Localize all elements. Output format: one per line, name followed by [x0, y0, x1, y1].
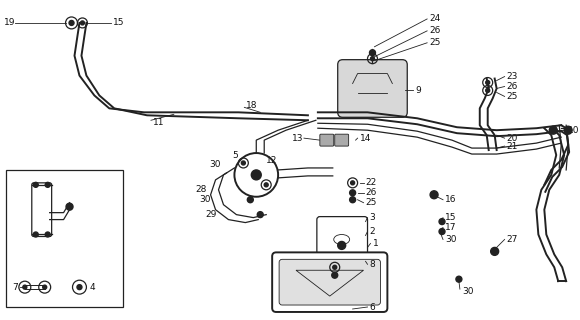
Circle shape: [33, 232, 38, 237]
Text: 21: 21: [506, 141, 518, 151]
Text: 22: 22: [365, 178, 377, 187]
Text: 30: 30: [462, 287, 473, 296]
Text: 2: 2: [369, 227, 375, 236]
Text: 5: 5: [233, 150, 238, 160]
Text: 9: 9: [415, 86, 421, 95]
Circle shape: [338, 242, 346, 249]
Text: 30: 30: [209, 160, 220, 170]
Text: 4: 4: [89, 283, 95, 292]
Text: 26: 26: [429, 26, 440, 36]
Circle shape: [23, 285, 27, 289]
Text: 8: 8: [369, 260, 375, 269]
Text: 30: 30: [445, 235, 456, 244]
Text: 12: 12: [266, 156, 278, 164]
Text: 15: 15: [445, 213, 456, 222]
Text: 13: 13: [292, 134, 303, 143]
Circle shape: [564, 126, 572, 134]
Circle shape: [491, 247, 499, 255]
Text: 7: 7: [12, 283, 18, 292]
FancyBboxPatch shape: [335, 134, 349, 146]
Circle shape: [81, 21, 85, 25]
Circle shape: [66, 203, 73, 210]
Text: 11: 11: [153, 118, 165, 127]
Text: 30: 30: [308, 257, 320, 266]
Text: 14: 14: [360, 134, 371, 143]
Circle shape: [43, 285, 46, 289]
Circle shape: [251, 170, 261, 180]
Text: 24: 24: [429, 14, 440, 23]
Text: 20: 20: [506, 134, 518, 143]
Circle shape: [333, 265, 337, 269]
Circle shape: [369, 50, 375, 56]
FancyBboxPatch shape: [317, 217, 368, 264]
Circle shape: [350, 190, 356, 196]
Text: 18: 18: [246, 101, 258, 110]
FancyBboxPatch shape: [32, 183, 52, 236]
Text: 30: 30: [199, 195, 211, 204]
Text: 16: 16: [445, 195, 456, 204]
Text: 17: 17: [445, 223, 456, 232]
Circle shape: [69, 20, 74, 25]
FancyBboxPatch shape: [320, 134, 334, 146]
Text: 27: 27: [506, 235, 518, 244]
Circle shape: [241, 161, 245, 165]
Circle shape: [45, 232, 50, 237]
Circle shape: [77, 285, 82, 290]
Circle shape: [351, 181, 354, 185]
Circle shape: [258, 212, 263, 218]
Circle shape: [371, 57, 375, 61]
Circle shape: [264, 183, 268, 187]
Text: 15: 15: [113, 19, 125, 28]
Text: 25: 25: [365, 198, 377, 207]
Text: 25: 25: [506, 92, 518, 101]
FancyBboxPatch shape: [272, 252, 387, 312]
Text: 10: 10: [568, 126, 579, 135]
Text: 6: 6: [369, 302, 375, 311]
Bar: [6, 170, 123, 307]
Circle shape: [549, 126, 557, 134]
Text: 26: 26: [506, 82, 518, 91]
Text: 1: 1: [372, 239, 378, 248]
Circle shape: [456, 276, 462, 282]
FancyBboxPatch shape: [279, 259, 380, 305]
Text: 3: 3: [369, 213, 375, 222]
Circle shape: [350, 197, 356, 203]
Circle shape: [430, 191, 438, 199]
Text: 23: 23: [506, 72, 518, 81]
Text: 25: 25: [429, 38, 440, 47]
Circle shape: [485, 81, 490, 84]
Text: 29: 29: [205, 210, 216, 219]
Circle shape: [45, 182, 50, 187]
Circle shape: [439, 219, 445, 225]
Text: 28: 28: [195, 185, 206, 194]
Circle shape: [439, 228, 445, 235]
Text: 19: 19: [4, 19, 16, 28]
Text: 26: 26: [365, 188, 377, 197]
Circle shape: [485, 89, 490, 92]
Circle shape: [332, 272, 338, 278]
FancyBboxPatch shape: [338, 60, 407, 117]
Circle shape: [247, 197, 253, 203]
Circle shape: [33, 182, 38, 187]
